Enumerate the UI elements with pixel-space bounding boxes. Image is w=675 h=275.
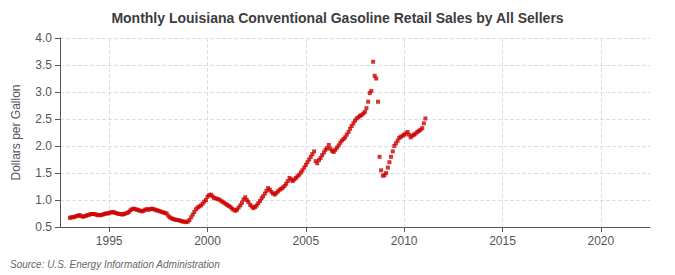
svg-text:2005: 2005 [292, 234, 319, 248]
svg-text:Source: U.S. Energy Informatio: Source: U.S. Energy Information Administ… [10, 259, 220, 270]
svg-text:2.0: 2.0 [35, 139, 52, 153]
svg-text:1995: 1995 [96, 234, 123, 248]
svg-text:2010: 2010 [391, 234, 418, 248]
svg-text:2020: 2020 [587, 234, 614, 248]
svg-text:2015: 2015 [489, 234, 516, 248]
svg-text:0.5: 0.5 [35, 220, 52, 234]
svg-text:3.5: 3.5 [35, 58, 52, 72]
svg-text:1.0: 1.0 [35, 193, 52, 207]
svg-text:2.5: 2.5 [35, 112, 52, 126]
svg-text:4.0: 4.0 [35, 31, 52, 45]
svg-text:3.0: 3.0 [35, 85, 52, 99]
svg-text:2000: 2000 [194, 234, 221, 248]
svg-text:Dollars per Gallon: Dollars per Gallon [9, 84, 23, 180]
svg-text:Monthly Louisiana Conventional: Monthly Louisiana Conventional Gasoline … [111, 10, 563, 26]
svg-text:1.5: 1.5 [35, 166, 52, 180]
